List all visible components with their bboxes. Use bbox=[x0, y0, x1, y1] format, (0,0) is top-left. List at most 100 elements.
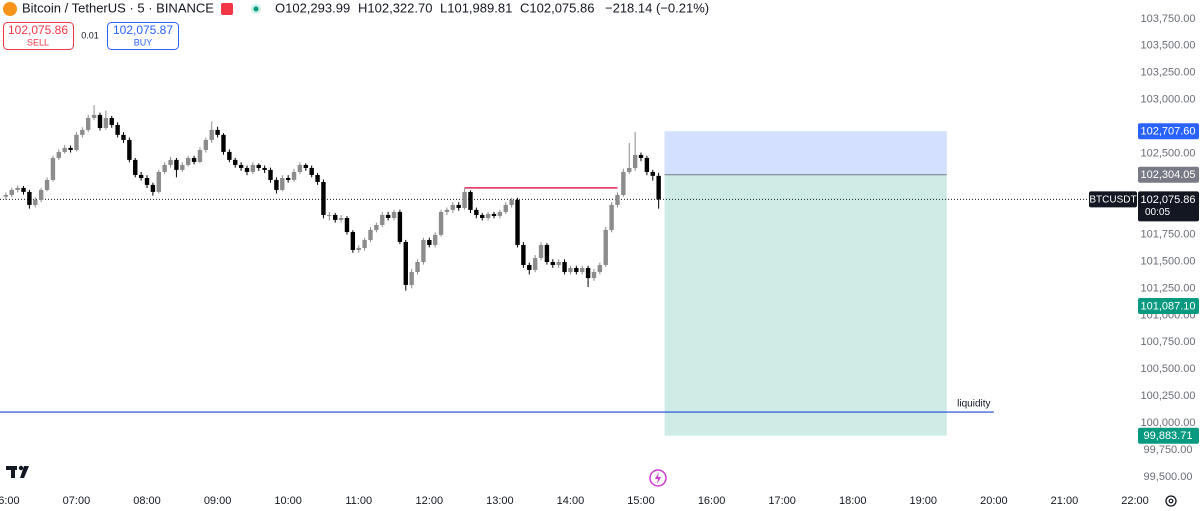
candle-body bbox=[591, 272, 597, 279]
candle-body bbox=[321, 181, 326, 215]
candle-body bbox=[480, 214, 485, 218]
candle-body bbox=[380, 214, 385, 226]
spread: 0.01 bbox=[81, 30, 99, 40]
candle-body bbox=[438, 211, 444, 235]
sell-price: 102,075.86 bbox=[8, 23, 68, 37]
x-tick-label: 06:00 bbox=[0, 495, 20, 507]
y-tick-label: 103,500.00 bbox=[1140, 40, 1195, 52]
candle-body bbox=[233, 159, 238, 165]
candle-body bbox=[3, 194, 9, 197]
candle-body bbox=[427, 239, 432, 245]
x-tick-label: 12:00 bbox=[416, 495, 444, 507]
settings-icon[interactable] bbox=[1150, 490, 1200, 511]
candle-body bbox=[491, 214, 497, 216]
last-price-label: 102,075.86 bbox=[1140, 194, 1195, 206]
candle-body bbox=[21, 187, 26, 192]
candle-body bbox=[532, 257, 538, 270]
candle-body bbox=[274, 179, 279, 190]
candle-body bbox=[227, 151, 232, 160]
candle-body bbox=[580, 268, 585, 273]
candle-body bbox=[409, 272, 414, 285]
coin-icon bbox=[3, 2, 17, 16]
price-tag-label: 102,707.60 bbox=[1140, 126, 1195, 138]
candle-body bbox=[556, 261, 561, 265]
candle-body bbox=[303, 164, 309, 168]
candle-body bbox=[621, 171, 626, 195]
candle-body bbox=[627, 167, 632, 172]
candle-body bbox=[638, 154, 644, 158]
candle-body bbox=[174, 159, 179, 170]
candle-body bbox=[15, 187, 20, 190]
candle-body bbox=[574, 268, 579, 273]
status-dot-core bbox=[253, 6, 259, 12]
y-tick-label: 103,000.00 bbox=[1140, 94, 1195, 106]
x-tick-label: 19:00 bbox=[910, 495, 938, 507]
candle-body bbox=[74, 134, 79, 150]
sell-label: SELL bbox=[27, 37, 49, 47]
x-tick-label: 10:00 bbox=[274, 495, 302, 507]
price-tag bbox=[1138, 166, 1199, 183]
x-tick-label: 20:00 bbox=[980, 495, 1008, 507]
y-tick-label: 101,250.00 bbox=[1140, 282, 1195, 294]
candle-body bbox=[503, 204, 508, 212]
candle-body bbox=[162, 164, 167, 172]
ohlc-close: C102,075.86 bbox=[520, 0, 594, 15]
candle-body bbox=[250, 164, 256, 172]
candle-body bbox=[185, 157, 191, 165]
candle-body bbox=[538, 244, 544, 258]
candle-body bbox=[215, 129, 220, 135]
candle-body bbox=[309, 167, 314, 175]
candle-body bbox=[403, 241, 408, 285]
candle-body bbox=[350, 232, 356, 251]
candle-body bbox=[68, 147, 73, 150]
candle-body bbox=[333, 214, 338, 220]
candle-body bbox=[121, 134, 126, 140]
candle-body bbox=[585, 268, 591, 279]
sell-button[interactable] bbox=[3, 22, 74, 50]
x-tick-label: 13:00 bbox=[486, 495, 514, 507]
candle-body bbox=[80, 129, 85, 135]
candle-body bbox=[144, 177, 150, 185]
x-tick-label: 18:00 bbox=[839, 495, 867, 507]
candle-body bbox=[168, 159, 173, 165]
candle-body bbox=[127, 139, 132, 160]
flag-icon[interactable] bbox=[221, 3, 233, 15]
buy-button[interactable] bbox=[107, 22, 179, 50]
candle-body bbox=[133, 159, 138, 175]
candle-body bbox=[315, 174, 320, 182]
price-tag bbox=[1138, 123, 1199, 140]
x-tick-label: 14:00 bbox=[557, 495, 585, 507]
x-tick-label: 17:00 bbox=[768, 495, 796, 507]
candle-body bbox=[180, 164, 185, 170]
x-tick-label: 22:00 bbox=[1121, 495, 1149, 507]
candle-body bbox=[521, 244, 526, 265]
change: −218.14 (−0.21%) bbox=[605, 0, 709, 15]
x-tick-label: 16:00 bbox=[698, 495, 726, 507]
buy-price: 102,075.87 bbox=[113, 23, 173, 37]
ohlc-low: L101,989.81 bbox=[440, 0, 512, 15]
y-tick-label: 101,500.00 bbox=[1140, 255, 1195, 267]
candle-body bbox=[415, 261, 420, 273]
symbol[interactable]: Bitcoin / TetherUS · 5 · BINANCE bbox=[22, 0, 214, 15]
candle-body bbox=[44, 179, 50, 190]
candle-body bbox=[397, 211, 403, 242]
candle-body bbox=[91, 114, 97, 118]
candle-body bbox=[86, 117, 91, 130]
candle-body bbox=[138, 174, 144, 178]
candle-body bbox=[609, 204, 614, 230]
candle-body bbox=[256, 164, 261, 168]
price-axis: 99,500.00 99,750.00 100,000.00 100,250.00 10… bbox=[1089, 13, 1199, 483]
candle-body bbox=[644, 157, 650, 172]
candle-body bbox=[527, 264, 532, 270]
lightning-icon[interactable] bbox=[649, 469, 667, 487]
price-tag bbox=[1138, 427, 1199, 444]
risk-zone bbox=[664, 131, 947, 175]
reward-zone bbox=[664, 174, 947, 436]
candle-body bbox=[509, 199, 514, 205]
candle-body bbox=[50, 157, 56, 180]
candle-body bbox=[103, 117, 109, 128]
candle-body bbox=[97, 114, 103, 128]
candle-body bbox=[280, 177, 285, 190]
y-tick-label: 100,000.00 bbox=[1140, 417, 1195, 429]
